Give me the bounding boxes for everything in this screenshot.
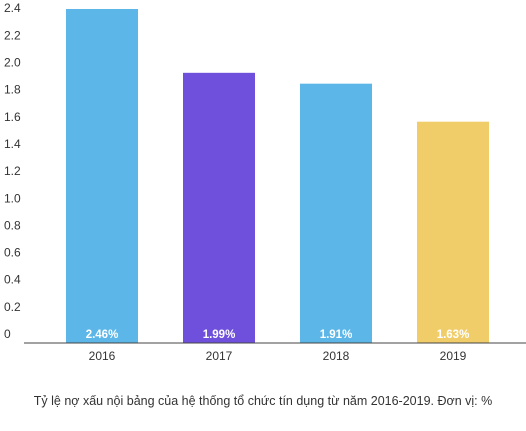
chart-caption: Tỷ lệ nợ xấu nội bảng của hệ thống tổ ch… — [33, 394, 493, 408]
y-tick-label: 1.0 — [4, 191, 21, 205]
y-tick-label: 0 — [4, 327, 11, 341]
x-tick-label-2018: 2018 — [323, 349, 350, 363]
bar-2017 — [183, 72, 255, 343]
y-tick-label: 0.8 — [4, 218, 21, 232]
x-tick-label-2017: 2017 — [206, 349, 233, 363]
x-tick-label-2019: 2019 — [440, 349, 467, 363]
y-tick-label: 2.2 — [4, 28, 21, 42]
y-tick-label: 2.0 — [4, 56, 21, 70]
y-tick-label: 0.6 — [4, 246, 21, 260]
y-tick-label: 1.2 — [4, 164, 21, 178]
bar-2016 — [66, 9, 138, 343]
data-label-2016: 2.46% — [86, 329, 119, 341]
data-label-2018: 1.91% — [320, 329, 353, 341]
y-tick-label: 0.2 — [4, 300, 21, 314]
data-label-2017: 1.99% — [203, 329, 236, 341]
y-tick-label: 1.8 — [4, 83, 21, 97]
y-tick-label: 1.6 — [4, 110, 21, 124]
data-label-2019: 1.63% — [437, 329, 470, 341]
y-tick-label: 2.4 — [4, 1, 21, 15]
y-tick-label: 1.4 — [4, 137, 21, 151]
bar-2019 — [417, 121, 489, 343]
x-tick-label-2016: 2016 — [89, 349, 116, 363]
bar-2018 — [300, 83, 372, 343]
y-tick-label: 0.4 — [4, 273, 21, 287]
